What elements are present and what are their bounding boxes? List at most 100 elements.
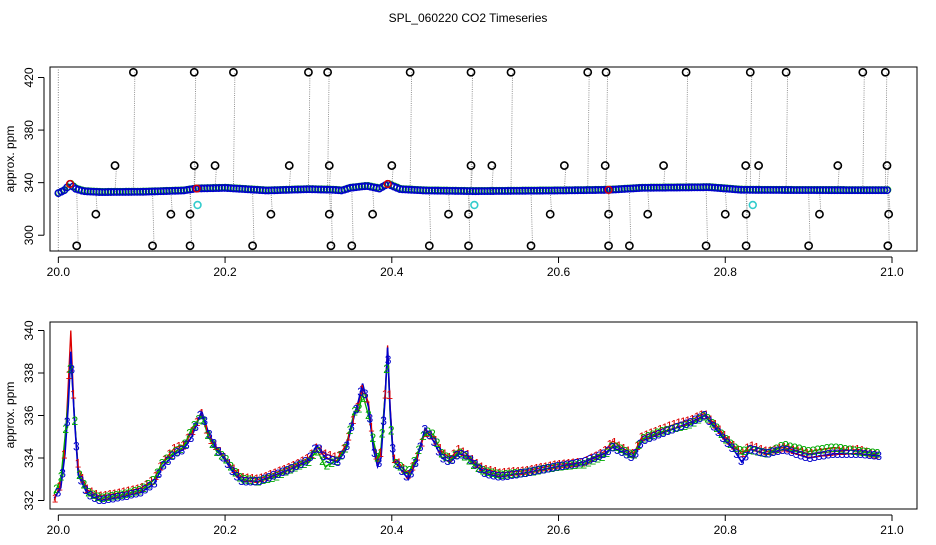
series-2-marker: 2 — [869, 446, 876, 460]
bottom-series-markers: 1111111111111111111111111111111111111111… — [52, 353, 883, 507]
series-2-marker: 2 — [819, 442, 826, 456]
series-3-marker: 3 — [651, 429, 658, 443]
series-2-marker: 2 — [154, 466, 161, 480]
series-1-marker: 1 — [606, 438, 613, 452]
series-3-marker: 3 — [742, 449, 749, 463]
spike-line — [749, 72, 753, 190]
outlier-point — [624, 241, 634, 251]
series-3-marker: 3 — [738, 454, 745, 468]
series-3-marker: 3 — [298, 457, 305, 471]
series-1-marker: 1 — [721, 429, 728, 443]
series-1-marker: 1 — [758, 442, 765, 456]
series-3-marker: 3 — [784, 444, 791, 458]
outlier-point — [600, 161, 610, 170]
series-3-marker: 3 — [440, 452, 447, 466]
series-3-marker: 3 — [642, 433, 649, 447]
series-2-marker: 2 — [626, 447, 633, 461]
series-3-marker: 3 — [408, 466, 415, 480]
series-3-marker: 3 — [82, 483, 89, 497]
series-3-marker: 3 — [770, 445, 777, 459]
bottom-x-tick-label: 21.0 — [880, 523, 904, 537]
series-1-marker: 1 — [258, 471, 265, 485]
series-3-marker: 3 — [119, 490, 126, 504]
bottom-x-tick-label: 20.8 — [714, 523, 738, 537]
series-1-marker: 1 — [423, 426, 430, 440]
top-y-tick-label: 420 — [22, 67, 36, 87]
series-2-marker: 2 — [741, 444, 748, 458]
series-2-marker: 2 — [241, 473, 248, 487]
series-1-marker: 1 — [308, 447, 315, 461]
top-x-tick-label: 20.6 — [547, 265, 571, 279]
series-2-marker: 2 — [681, 419, 688, 433]
series-1-marker: 1 — [561, 457, 568, 471]
series-3-marker: 3 — [554, 460, 561, 474]
series-1-marker: 1 — [354, 400, 361, 414]
series-2-marker: 2 — [177, 442, 184, 456]
series-3-marker: 3 — [380, 414, 387, 428]
series-2-marker: 2 — [264, 472, 271, 486]
series-2-marker: 2 — [209, 437, 216, 451]
series-1-marker: 1 — [230, 462, 237, 476]
series-3-marker: 3 — [825, 448, 832, 462]
series-3-marker: 3 — [334, 455, 341, 469]
series-1-marker: 1 — [698, 408, 705, 422]
series-1-marker: 1 — [859, 444, 866, 458]
series-2-marker: 2 — [874, 447, 881, 461]
series-2-marker: 2 — [613, 440, 620, 454]
series-1-marker: 1 — [441, 447, 448, 461]
baseline-point — [883, 186, 891, 195]
series-3-marker: 3 — [678, 419, 685, 433]
series-1-marker: 1 — [249, 471, 256, 485]
series-2-marker: 2 — [53, 482, 60, 496]
series-1-marker: 1 — [276, 464, 283, 478]
series-2-marker: 2 — [842, 442, 849, 456]
spike-line — [428, 190, 432, 246]
series-2-marker: 2 — [484, 465, 491, 479]
series-2-marker: 2 — [576, 458, 583, 472]
series-2-marker: 2 — [759, 446, 766, 460]
series-2-marker: 2 — [548, 461, 555, 475]
series-3-marker: 3 — [797, 448, 804, 462]
series-3-marker: 3 — [288, 462, 295, 476]
series-2-marker: 2 — [782, 439, 789, 453]
outlier-point — [720, 209, 730, 219]
series-1-marker: 1 — [386, 388, 393, 402]
series-3-marker: 3 — [481, 466, 488, 480]
series-2-marker: 2 — [608, 440, 615, 454]
series-3-marker: 3 — [609, 440, 616, 454]
series-3-marker: 3 — [426, 428, 433, 442]
bottom-x-tick-label: 20.2 — [213, 523, 237, 537]
series-3-marker: 3 — [197, 408, 204, 422]
series-2-marker: 2 — [801, 443, 808, 457]
spike-line — [232, 72, 236, 189]
series-3-marker: 3 — [513, 467, 520, 481]
top-panel: 20.0 20.2 20.4 20.6 20.8 21.0 300 340 380 420 app… — [3, 66, 918, 279]
series-1-marker: 1 — [350, 413, 357, 427]
series-3-marker: 3 — [284, 463, 291, 477]
outlier-point — [324, 161, 334, 170]
series-2-marker: 2 — [159, 456, 166, 470]
series-1-marker: 1 — [473, 457, 480, 471]
outlier-point — [883, 241, 893, 251]
outlier-point — [884, 209, 894, 219]
series-3-marker: 3 — [454, 448, 461, 462]
series-3-marker: 3 — [775, 444, 782, 458]
series-2-marker: 2 — [525, 465, 532, 479]
top-x-tick-label: 20.8 — [714, 265, 738, 279]
series-2-marker: 2 — [521, 466, 528, 480]
series-1-marker: 1 — [299, 454, 306, 468]
series-3-marker: 3 — [577, 456, 584, 470]
series-3-marker: 3 — [875, 449, 882, 463]
series-2-marker: 2 — [351, 404, 358, 418]
bottom-y-tick-label: 336 — [22, 405, 36, 425]
series-1-marker: 1 — [845, 443, 852, 457]
series-1-marker: 1 — [529, 462, 536, 476]
series-2-marker: 2 — [535, 463, 542, 477]
outlier-point — [858, 67, 868, 77]
series-2-marker: 2 — [333, 454, 340, 468]
series-2-marker: 2 — [76, 468, 83, 482]
series-3-marker: 3 — [834, 447, 841, 461]
series-2-marker: 2 — [791, 441, 798, 455]
series-2-marker: 2 — [301, 457, 308, 471]
top-y-axis-label: approx. ppm — [3, 126, 17, 193]
